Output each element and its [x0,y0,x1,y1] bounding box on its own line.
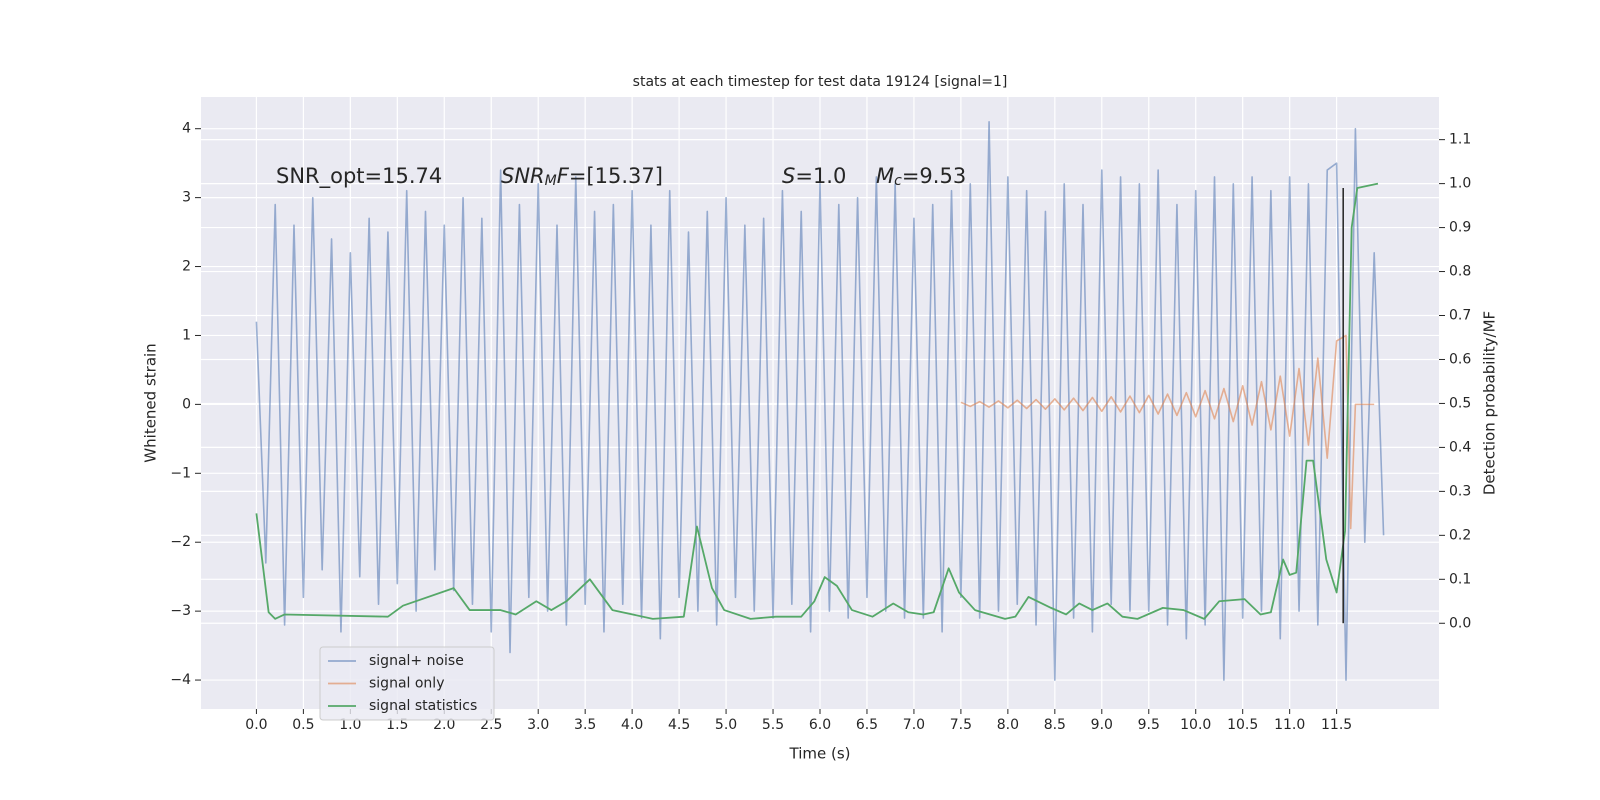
x-tick-label: 3.5 [574,717,596,733]
y2-axis-label: Detection probability/MF [1481,311,1499,495]
legend-label: signal+ noise [369,653,464,669]
x-tick-label: 2.0 [433,717,455,733]
y2-tick-label: 0.3 [1449,483,1471,499]
x-tick-label: 7.5 [950,717,972,733]
annotation-part: S [782,164,795,188]
y2-tick-label: 0.9 [1449,220,1471,236]
x-tick-label: 4.0 [621,717,643,733]
annotation: S=1.0 [782,164,846,188]
y2-tick-label: 0.7 [1449,308,1471,324]
x-tick-label: 9.0 [1091,717,1113,733]
series-line [255,121,1385,681]
x-axis-label: Time (s) [789,745,851,763]
legend-label: signal only [369,676,444,692]
x-tick-label: 1.5 [386,717,408,733]
y-axis-label: Whitened strain [142,343,160,462]
legend-box [319,646,495,721]
y-tick-label: −4 [170,672,191,688]
x-tick-label: 0.0 [245,717,267,733]
x-tick-label: 5.0 [715,717,737,733]
x-tick-label: 8.5 [1044,717,1066,733]
annotation-part: =[15.37] [569,164,663,188]
y2-tick-label: 0.0 [1449,615,1471,631]
y2-tick-label: 1.0 [1449,176,1471,192]
annotation-part: =9.53 [902,164,966,188]
y2-tick-label: 0.6 [1449,351,1471,367]
x-tick-label: 11.5 [1321,717,1352,733]
x-tick-label: 5.5 [762,717,784,733]
annotation: SNRMF=[15.37] [501,164,663,189]
y2-tick-label: 0.1 [1449,571,1471,587]
y-tick-label: 1 [182,327,191,343]
y-tick-label: −3 [170,603,191,619]
annotation-part: c [894,173,902,189]
x-tick-label: 6.5 [856,717,878,733]
chart-title: stats at each timestep for test data 191… [633,74,1008,90]
series-line [255,182,1379,620]
y2-tick-label: 0.4 [1449,439,1471,455]
y-tick-label: 2 [182,259,191,275]
annotation-part: F [557,164,570,188]
annotation-part: SNR [501,164,545,188]
annotation-part: M [545,173,557,189]
y-tick-label: 4 [182,121,191,137]
x-tick-label: 4.5 [668,717,690,733]
annotation-part: SNR_opt=15.74 [276,164,442,189]
y-tick-label: −2 [170,534,191,550]
legend-label: signal statistics [369,698,477,714]
x-tick-label: 11.0 [1274,717,1305,733]
x-tick-label: 8.0 [997,717,1019,733]
y-tick-label: 0 [182,396,191,412]
x-tick-label: 0.5 [292,717,314,733]
x-tick-label: 9.5 [1138,717,1160,733]
x-tick-label: 10.0 [1180,717,1211,733]
annotation: SNR_opt=15.74 [276,164,442,189]
y2-tick-label: 0.5 [1449,395,1471,411]
y2-tick-label: 1.1 [1449,132,1471,148]
x-tick-label: 2.5 [480,717,502,733]
series-line [960,334,1375,530]
annotation-part: M [876,164,894,188]
annotation: Mc=9.53 [876,164,966,189]
y2-tick-label: 0.8 [1449,264,1471,280]
y-tick-label: 3 [182,190,191,206]
annotation-part: =1.0 [795,164,846,188]
x-tick-label: 3.0 [527,717,549,733]
y-tick-label: −1 [170,465,191,481]
x-tick-label: 10.5 [1227,717,1258,733]
x-tick-label: 7.0 [903,717,925,733]
y2-tick-label: 0.2 [1449,527,1471,543]
x-tick-label: 1.0 [339,717,361,733]
x-tick-label: 6.0 [809,717,831,733]
